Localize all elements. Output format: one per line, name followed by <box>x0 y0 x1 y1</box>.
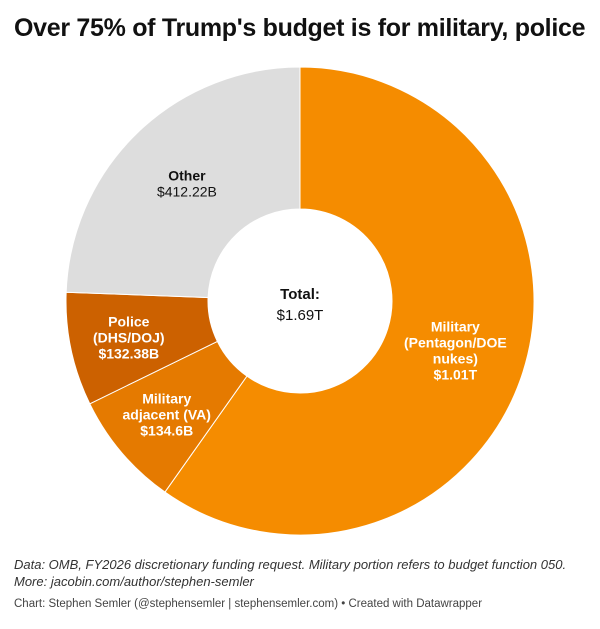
donut-svg: Military (Pentagon/DOE nukes) $1.01TMilitar… <box>65 66 535 536</box>
slice-value-label: $412.22B <box>157 184 217 200</box>
notes-source: Data: OMB, FY2026 discretionary funding … <box>14 557 567 572</box>
donut-slice-0[interactable] <box>164 66 535 536</box>
chart-notes: Data: OMB, FY2026 discretionary funding … <box>14 556 590 590</box>
chart-title: Over 75% of Trump's budget is for milita… <box>14 14 586 42</box>
slice-name-line: Police <box>108 313 149 329</box>
slice-label-0: Military (Pentagon/DOE nukes) $1.01T <box>404 318 507 382</box>
slice-name-line: adjacent (VA) <box>123 406 211 422</box>
donut-labels: Military (Pentagon/DOE nukes) $1.01TMilitar… <box>93 168 507 439</box>
slice-value-label: $134.6B <box>140 422 193 438</box>
center-total-value: $1.69T <box>277 307 324 324</box>
slice-name-line: nukes) <box>433 350 478 366</box>
slice-name-line: Military <box>142 390 191 406</box>
donut-chart: Military (Pentagon/DOE nukes) $1.01T Militar… <box>0 60 600 550</box>
slice-name-line: Military <box>431 318 480 334</box>
slice-name-line: (DHS/DOJ) <box>93 329 165 345</box>
slice-label-3: Other $412.22B <box>157 168 217 200</box>
slice-name-line: (Pentagon/DOE <box>404 334 507 350</box>
notes-more-link[interactable]: More: jacobin.com/author/stephen-semler <box>14 574 254 589</box>
chart-credit: Chart: Stephen Semler (@stephensemler | … <box>14 598 483 610</box>
slice-value-label: $132.38B <box>98 345 159 361</box>
slice-label-2: Police (DHS/DOJ) $132.38B <box>93 313 165 361</box>
donut-slice-3[interactable] <box>65 66 301 299</box>
center-total-label: Total: <box>280 286 320 303</box>
slice-name-line: Other <box>168 168 206 184</box>
donut-slices <box>65 66 535 536</box>
slice-label-1: Military adjacent (VA) $134.6B <box>123 390 211 438</box>
slice-value-label: $1.01T <box>434 366 478 382</box>
